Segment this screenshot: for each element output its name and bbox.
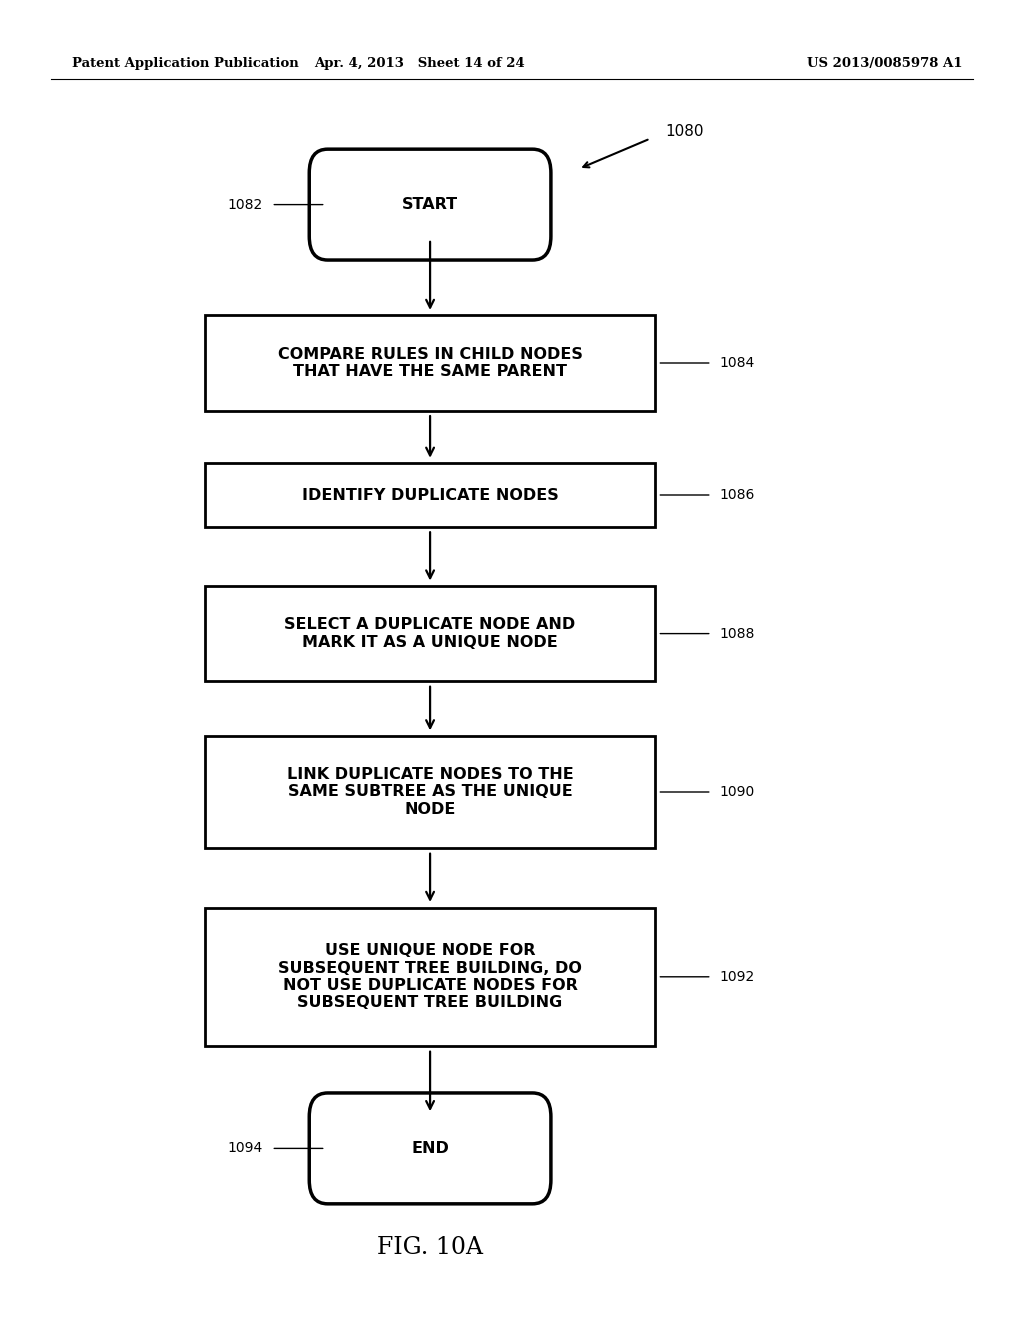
Text: 1086: 1086 <box>720 488 756 502</box>
Bar <box>205 737 655 847</box>
Text: 1094: 1094 <box>228 1142 263 1155</box>
Text: 1080: 1080 <box>666 124 705 140</box>
Text: 1082: 1082 <box>228 198 263 211</box>
Bar <box>205 463 655 527</box>
Text: 1090: 1090 <box>720 785 755 799</box>
Text: 1084: 1084 <box>720 356 755 370</box>
Text: START: START <box>402 197 458 213</box>
Bar <box>205 586 655 681</box>
Bar <box>205 315 655 411</box>
Text: 1088: 1088 <box>720 627 756 640</box>
Text: US 2013/0085978 A1: US 2013/0085978 A1 <box>807 57 963 70</box>
Text: SELECT A DUPLICATE NODE AND
MARK IT AS A UNIQUE NODE: SELECT A DUPLICATE NODE AND MARK IT AS A… <box>285 618 575 649</box>
Text: Patent Application Publication: Patent Application Publication <box>72 57 298 70</box>
Text: IDENTIFY DUPLICATE NODES: IDENTIFY DUPLICATE NODES <box>302 487 558 503</box>
Text: Apr. 4, 2013   Sheet 14 of 24: Apr. 4, 2013 Sheet 14 of 24 <box>314 57 525 70</box>
FancyBboxPatch shape <box>309 149 551 260</box>
Bar <box>205 908 655 1045</box>
FancyBboxPatch shape <box>309 1093 551 1204</box>
Text: FIG. 10A: FIG. 10A <box>377 1236 483 1259</box>
Text: END: END <box>412 1140 449 1156</box>
Text: USE UNIQUE NODE FOR
SUBSEQUENT TREE BUILDING, DO
NOT USE DUPLICATE NODES FOR
SUB: USE UNIQUE NODE FOR SUBSEQUENT TREE BUIL… <box>279 944 582 1010</box>
Text: 1092: 1092 <box>720 970 755 983</box>
Text: COMPARE RULES IN CHILD NODES
THAT HAVE THE SAME PARENT: COMPARE RULES IN CHILD NODES THAT HAVE T… <box>278 347 583 379</box>
Text: LINK DUPLICATE NODES TO THE
SAME SUBTREE AS THE UNIQUE
NODE: LINK DUPLICATE NODES TO THE SAME SUBTREE… <box>287 767 573 817</box>
